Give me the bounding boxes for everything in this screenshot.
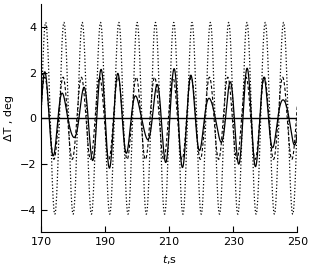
Y-axis label: ΔT , deg: ΔT , deg [4,95,14,141]
X-axis label: $t$,s: $t$,s [162,253,177,266]
